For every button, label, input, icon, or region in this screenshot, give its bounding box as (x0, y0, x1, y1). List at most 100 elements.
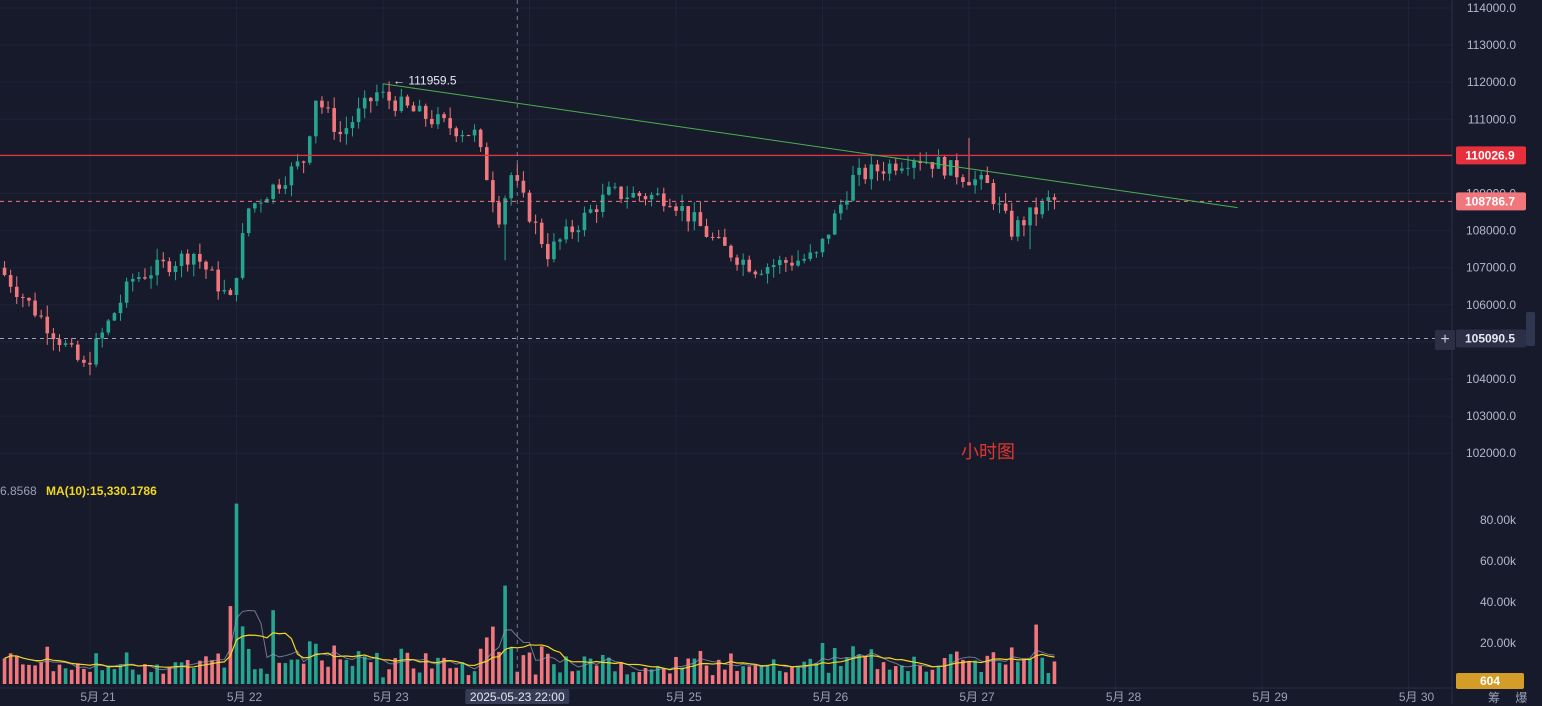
volume-bar (253, 669, 257, 684)
time-tick-label: 5月 25 (666, 690, 702, 704)
candle-body (234, 277, 239, 295)
volume-bar (790, 666, 794, 684)
candle-body (442, 114, 446, 119)
candle-body (356, 108, 361, 123)
candle (1009, 202, 1014, 241)
volume-bar (411, 668, 416, 684)
candle-body (14, 286, 19, 297)
volume-bar (552, 664, 556, 684)
scale-handle[interactable] (1526, 312, 1535, 346)
candle-body (155, 259, 159, 276)
candle (27, 297, 31, 307)
volume-bar (1009, 647, 1014, 684)
volume-bar (240, 626, 245, 684)
volume-tick-label: 60.00k (1480, 554, 1517, 568)
volume-bar (704, 665, 709, 684)
candle (259, 199, 263, 213)
candle-body (698, 212, 703, 227)
volume-bar (478, 648, 483, 684)
candle (405, 94, 410, 108)
volume-bar (515, 671, 520, 684)
candle-body (314, 100, 318, 137)
candle-body (491, 180, 495, 203)
candle (735, 254, 739, 271)
time-tick-label: 5月 30 (1399, 690, 1435, 704)
candle-body (765, 267, 770, 274)
corner-label-liq[interactable]: 爆 (1515, 691, 1528, 705)
candle (63, 339, 68, 348)
candle-body (137, 277, 141, 279)
candle-body (509, 175, 513, 199)
price-tick-label: 106000.0 (1466, 298, 1516, 312)
candle (686, 206, 691, 232)
volume-bar (735, 671, 739, 684)
volume-bar (582, 656, 587, 684)
volume-bar (924, 671, 929, 684)
volume-bar (423, 653, 428, 684)
candle-body (832, 213, 837, 235)
candle-body (997, 203, 1002, 205)
candle (277, 178, 282, 194)
volume-bar (27, 664, 31, 684)
volume-bar (588, 658, 593, 684)
volume-bar (21, 664, 25, 684)
volume-bar (57, 664, 62, 684)
candle (680, 194, 684, 222)
candle-body (790, 262, 794, 266)
time-tick-label: 5月 29 (1252, 690, 1288, 704)
corner-label-chips[interactable]: 筹 (1488, 691, 1501, 705)
add-alert-button[interactable]: + (1435, 330, 1455, 350)
candle (69, 337, 74, 348)
volume-bar (631, 672, 636, 684)
candle-body (362, 97, 367, 109)
candle-body (710, 236, 715, 238)
candle (661, 187, 666, 212)
volume-bar (759, 665, 764, 684)
candle-body (869, 164, 874, 180)
current-price-badge: 108786.7 (1456, 192, 1526, 211)
candle (1016, 216, 1020, 242)
candle (546, 233, 550, 267)
candle (741, 253, 745, 276)
volume-bar (497, 651, 501, 684)
volume-bar (301, 663, 306, 684)
candle (338, 121, 343, 143)
candle (552, 233, 556, 263)
candle-body (826, 234, 831, 239)
volume-bar (118, 664, 123, 684)
candle (784, 257, 788, 273)
volume-bar (832, 647, 837, 684)
volume-bar (979, 672, 984, 684)
volume-bar (777, 670, 782, 684)
volume-bars (2, 503, 1057, 684)
candle (234, 277, 239, 302)
candle (484, 142, 489, 181)
candle-body (417, 105, 422, 112)
candle-body (1028, 207, 1032, 226)
candle (570, 219, 575, 239)
volume-bar (222, 667, 227, 684)
candle (222, 279, 227, 295)
time-tick-label: 5月 23 (373, 690, 409, 704)
price-tick-label: 103000.0 (1466, 409, 1516, 423)
candle-body (173, 265, 178, 273)
volume-bar (637, 672, 642, 684)
volume-bar (948, 654, 953, 684)
candle-body (39, 315, 43, 317)
candle (588, 204, 593, 214)
price-axis: 114000.0113000.0112000.0111000.0110000.0… (1466, 1, 1516, 460)
price-tick-label: 108000.0 (1466, 224, 1516, 238)
volume-bar (802, 661, 806, 684)
candle-body (637, 192, 642, 197)
volume-bar (521, 655, 526, 684)
candle-body (69, 343, 74, 345)
volume-bar (600, 654, 605, 684)
candle-body (613, 186, 617, 188)
candle-body (539, 222, 544, 245)
volume-bar (320, 660, 324, 684)
candle (417, 99, 422, 112)
resistance-badge-text: 110026.9 (1465, 148, 1515, 162)
candle (582, 206, 587, 237)
